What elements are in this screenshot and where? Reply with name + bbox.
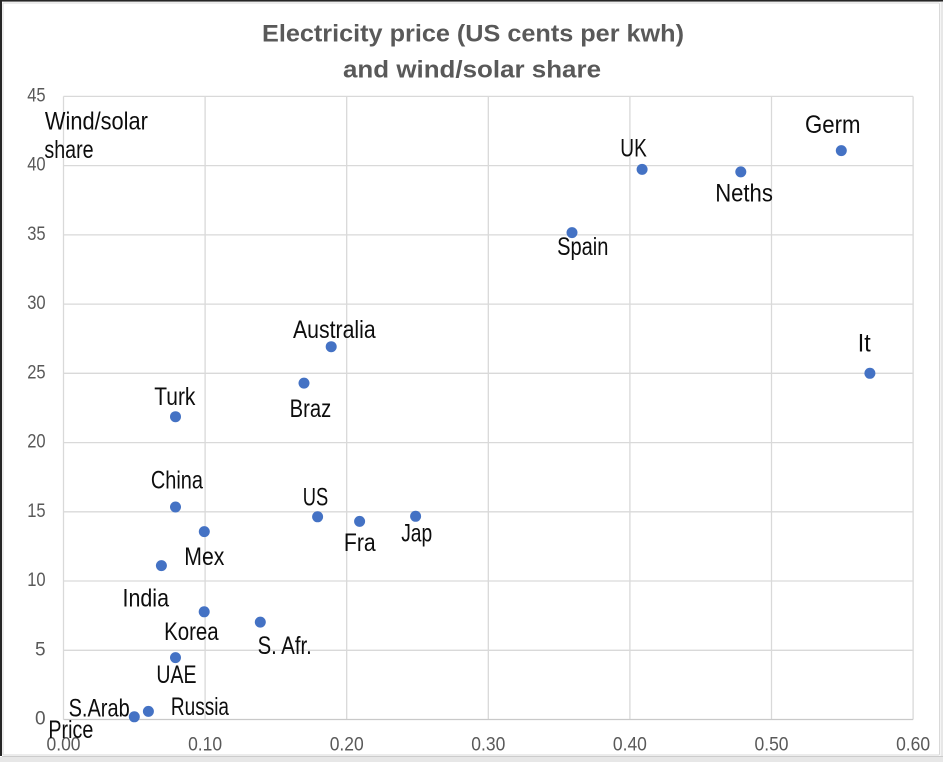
svg-text:India: India (123, 584, 170, 612)
svg-text:0.50: 0.50 (755, 734, 789, 755)
svg-text:20: 20 (27, 432, 45, 453)
svg-text:25: 25 (27, 362, 45, 383)
svg-text:Neths: Neths (715, 179, 773, 207)
svg-text:0.40: 0.40 (613, 734, 647, 755)
svg-text:10: 10 (27, 570, 45, 591)
svg-text:Germ: Germ (805, 111, 861, 139)
svg-text:Australia: Australia (293, 316, 376, 344)
svg-text:US: US (303, 483, 328, 511)
svg-text:0.30: 0.30 (471, 734, 505, 755)
svg-text:It: It (858, 330, 871, 358)
svg-text:30: 30 (27, 293, 45, 314)
svg-text:0.00: 0.00 (47, 734, 81, 755)
svg-text:Electricity price (US cents pe: Electricity price (US cents per kwh) (262, 21, 684, 48)
svg-text:Price: Price (48, 716, 93, 744)
svg-text:Spain: Spain (557, 233, 608, 261)
svg-text:UK: UK (620, 135, 647, 163)
svg-text:Turk: Turk (154, 383, 196, 411)
svg-text:Mex: Mex (184, 543, 225, 571)
svg-text:45: 45 (27, 85, 45, 106)
svg-text:UAE: UAE (156, 661, 196, 689)
svg-text:China: China (151, 466, 203, 494)
svg-text:S. Afr.: S. Afr. (258, 632, 312, 660)
svg-text:0.20: 0.20 (330, 734, 364, 755)
svg-text:Jap: Jap (401, 520, 432, 548)
svg-text:0: 0 (35, 709, 46, 730)
svg-text:S.Arab: S.Arab (69, 694, 130, 722)
svg-text:0.10: 0.10 (188, 734, 222, 755)
svg-text:5: 5 (35, 639, 46, 660)
svg-text:and wind/solar share: and wind/solar share (343, 57, 601, 84)
svg-text:share: share (44, 136, 93, 164)
svg-text:15: 15 (27, 501, 45, 522)
svg-text:Fra: Fra (344, 529, 376, 557)
svg-text:Wind/solar: Wind/solar (45, 107, 148, 135)
svg-text:40: 40 (27, 155, 45, 176)
svg-text:Russia: Russia (171, 693, 229, 721)
svg-text:Braz: Braz (290, 395, 332, 423)
svg-text:0.60: 0.60 (896, 734, 930, 755)
svg-text:35: 35 (27, 224, 45, 245)
svg-text:Korea: Korea (164, 618, 219, 646)
